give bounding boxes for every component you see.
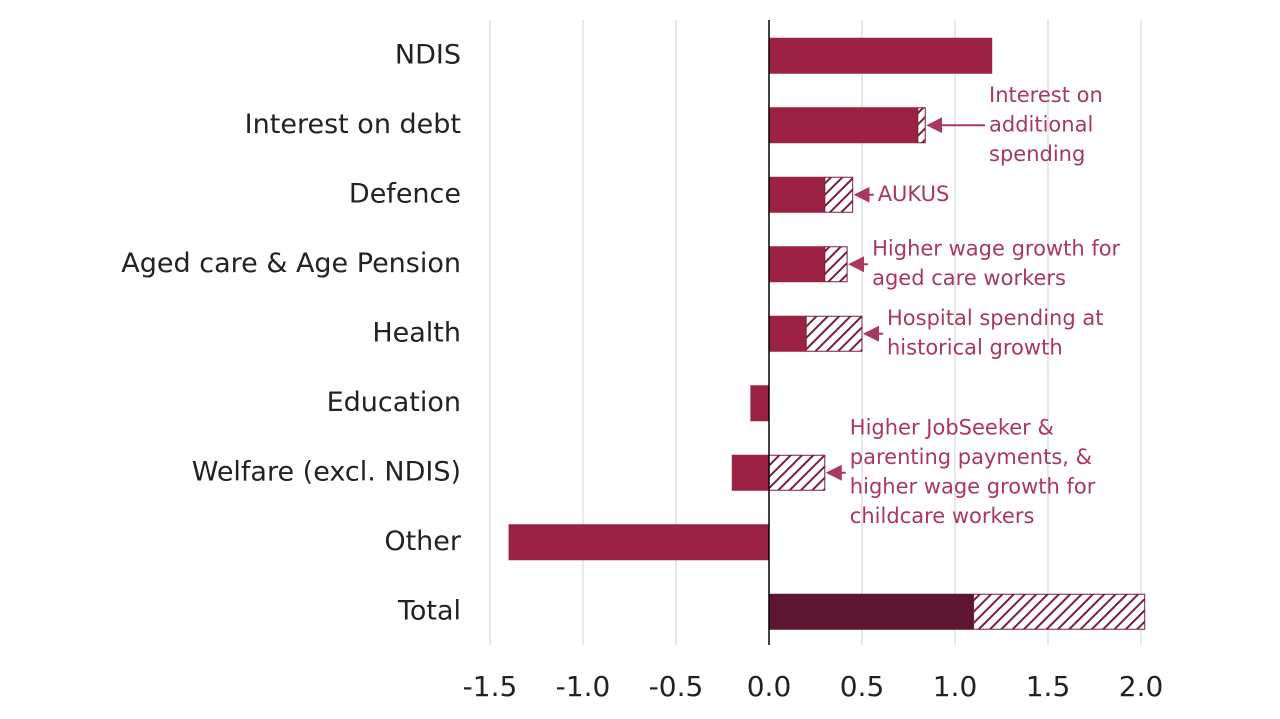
x-tick-label: 0.0 <box>747 670 792 703</box>
bar <box>769 315 807 352</box>
bar <box>769 246 825 283</box>
category-label: Education <box>327 387 461 418</box>
annotation: Higher wage growth for <box>872 237 1120 261</box>
annotation: spending <box>989 142 1085 166</box>
x-tick-label: -0.5 <box>649 670 704 703</box>
x-tick-label: 1.5 <box>1026 670 1071 703</box>
category-label: Defence <box>349 178 461 209</box>
category-label: Interest on debt <box>245 109 461 140</box>
bar <box>769 37 993 74</box>
x-tick-label: -1.0 <box>556 670 611 703</box>
bar <box>769 176 825 213</box>
annotation: historical growth <box>887 336 1063 360</box>
hatched-bar <box>805 315 863 352</box>
hatched-bar <box>824 176 854 213</box>
bar <box>508 524 769 561</box>
annotation: additional <box>989 112 1093 136</box>
category-label: Total <box>397 595 461 626</box>
category-label: Welfare (excl. NDIS) <box>192 456 461 487</box>
x-tick-label: 1.0 <box>933 670 978 703</box>
bar <box>731 454 769 491</box>
bar <box>750 385 769 422</box>
category-label: Other <box>384 526 462 557</box>
x-tick-label: 2.0 <box>1119 670 1164 703</box>
category-label: Health <box>372 317 461 348</box>
hatched-bar <box>917 107 926 144</box>
hatched-bar <box>973 593 1146 630</box>
annotation: Interest on <box>989 83 1103 107</box>
bar <box>769 107 918 144</box>
annotation: Hospital spending at <box>887 306 1103 330</box>
annotation: Higher JobSeeker & <box>850 416 1054 440</box>
hatched-bar <box>768 454 826 491</box>
bar <box>769 593 974 630</box>
annotation: higher wage growth for <box>850 475 1096 499</box>
annotation: parenting payments, & <box>850 445 1092 469</box>
annotation: childcare workers <box>850 504 1035 528</box>
annotation: AUKUS <box>878 182 950 206</box>
x-tick-label: -1.5 <box>463 670 518 703</box>
annotation: aged care workers <box>872 266 1066 290</box>
hatched-bar <box>824 246 848 283</box>
x-tick-label: 0.5 <box>840 670 885 703</box>
category-label: Aged care & Age Pension <box>121 248 461 279</box>
category-label: NDIS <box>395 39 461 70</box>
